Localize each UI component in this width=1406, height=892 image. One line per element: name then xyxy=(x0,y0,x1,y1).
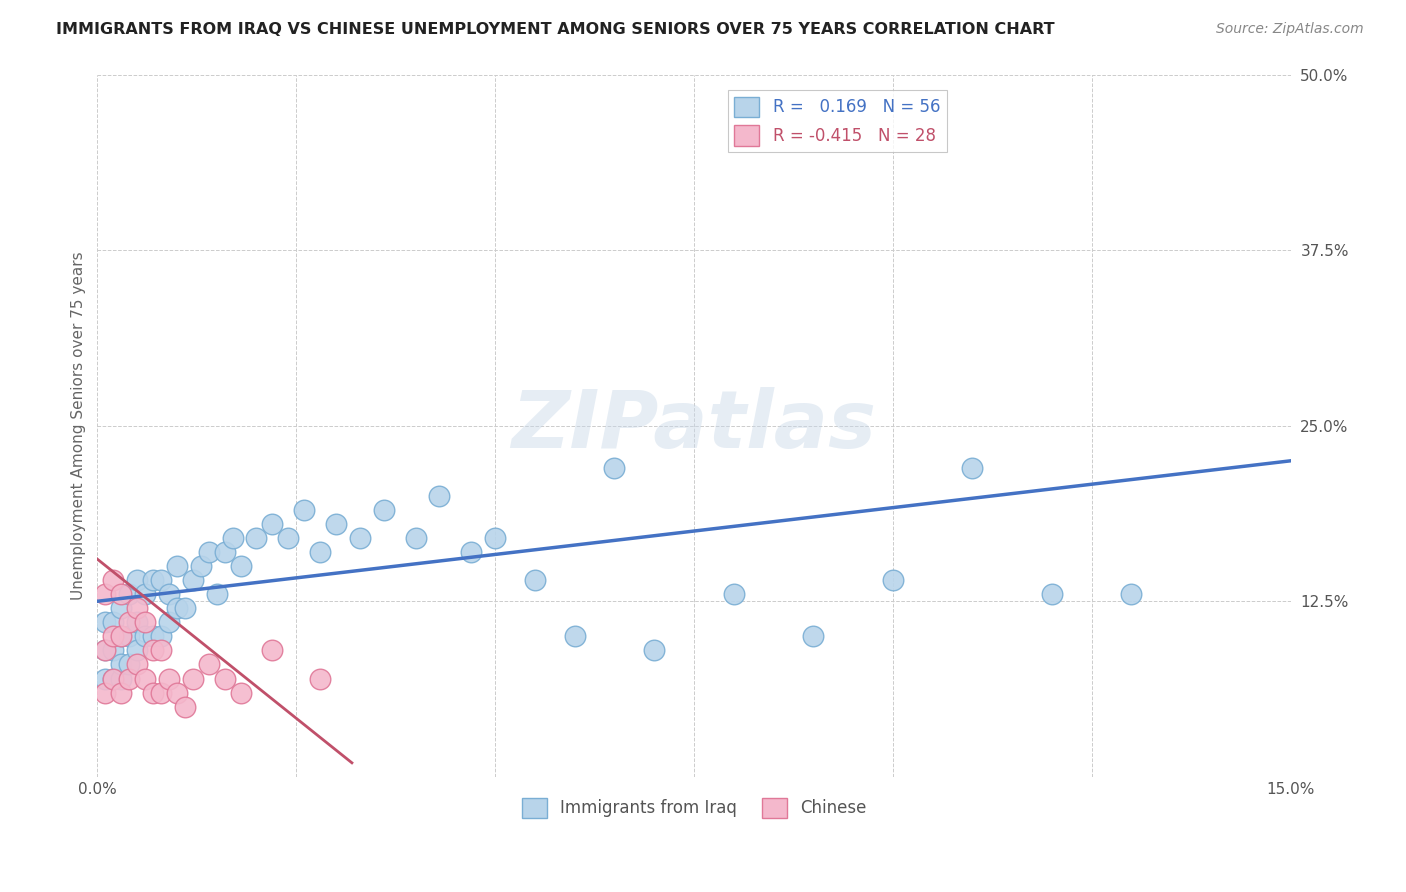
Point xyxy=(110,657,132,672)
Point xyxy=(962,460,984,475)
Point xyxy=(110,629,132,643)
Point xyxy=(292,503,315,517)
Point xyxy=(134,672,156,686)
Point xyxy=(150,685,173,699)
Point xyxy=(166,559,188,574)
Point xyxy=(181,672,204,686)
Point xyxy=(118,672,141,686)
Point xyxy=(882,573,904,587)
Point xyxy=(94,672,117,686)
Point xyxy=(110,672,132,686)
Point xyxy=(429,489,451,503)
Point xyxy=(277,531,299,545)
Point xyxy=(262,516,284,531)
Point xyxy=(723,587,745,601)
Point xyxy=(173,601,195,615)
Point xyxy=(103,672,125,686)
Point xyxy=(325,516,347,531)
Point xyxy=(484,531,506,545)
Point xyxy=(229,685,252,699)
Point xyxy=(134,629,156,643)
Point xyxy=(103,672,125,686)
Point xyxy=(110,587,132,601)
Point xyxy=(142,629,165,643)
Point xyxy=(127,657,149,672)
Point xyxy=(142,573,165,587)
Point xyxy=(157,587,180,601)
Point xyxy=(523,573,546,587)
Point xyxy=(127,615,149,630)
Point xyxy=(94,587,117,601)
Point xyxy=(214,672,236,686)
Point xyxy=(157,615,180,630)
Point xyxy=(1121,587,1143,601)
Text: ZIPatlas: ZIPatlas xyxy=(512,387,876,465)
Point xyxy=(197,657,219,672)
Point xyxy=(118,629,141,643)
Point xyxy=(190,559,212,574)
Point xyxy=(166,601,188,615)
Point xyxy=(564,629,586,643)
Point xyxy=(142,685,165,699)
Point xyxy=(94,643,117,657)
Point xyxy=(110,685,132,699)
Point xyxy=(603,460,626,475)
Point xyxy=(181,573,204,587)
Point xyxy=(127,601,149,615)
Point xyxy=(801,629,824,643)
Point xyxy=(94,643,117,657)
Point xyxy=(309,545,332,559)
Point xyxy=(103,629,125,643)
Point xyxy=(166,685,188,699)
Point xyxy=(134,615,156,630)
Point xyxy=(373,503,395,517)
Point xyxy=(1040,587,1063,601)
Point xyxy=(245,531,267,545)
Point xyxy=(214,545,236,559)
Point xyxy=(103,573,125,587)
Point xyxy=(110,601,132,615)
Point xyxy=(118,615,141,630)
Point xyxy=(118,657,141,672)
Point xyxy=(127,643,149,657)
Point xyxy=(118,587,141,601)
Point xyxy=(94,615,117,630)
Y-axis label: Unemployment Among Seniors over 75 years: Unemployment Among Seniors over 75 years xyxy=(72,252,86,600)
Point xyxy=(142,643,165,657)
Point xyxy=(110,629,132,643)
Point xyxy=(221,531,243,545)
Point xyxy=(205,587,228,601)
Point xyxy=(150,573,173,587)
Point xyxy=(405,531,427,545)
Legend: Immigrants from Iraq, Chinese: Immigrants from Iraq, Chinese xyxy=(515,791,873,825)
Point xyxy=(103,615,125,630)
Point xyxy=(157,672,180,686)
Text: Source: ZipAtlas.com: Source: ZipAtlas.com xyxy=(1216,22,1364,37)
Point xyxy=(643,643,665,657)
Point xyxy=(349,531,371,545)
Point xyxy=(94,685,117,699)
Point xyxy=(262,643,284,657)
Point xyxy=(150,629,173,643)
Point xyxy=(173,699,195,714)
Point xyxy=(309,672,332,686)
Point xyxy=(127,573,149,587)
Point xyxy=(460,545,482,559)
Point xyxy=(134,587,156,601)
Text: IMMIGRANTS FROM IRAQ VS CHINESE UNEMPLOYMENT AMONG SENIORS OVER 75 YEARS CORRELA: IMMIGRANTS FROM IRAQ VS CHINESE UNEMPLOY… xyxy=(56,22,1054,37)
Point xyxy=(150,643,173,657)
Point xyxy=(197,545,219,559)
Point xyxy=(103,643,125,657)
Point xyxy=(229,559,252,574)
